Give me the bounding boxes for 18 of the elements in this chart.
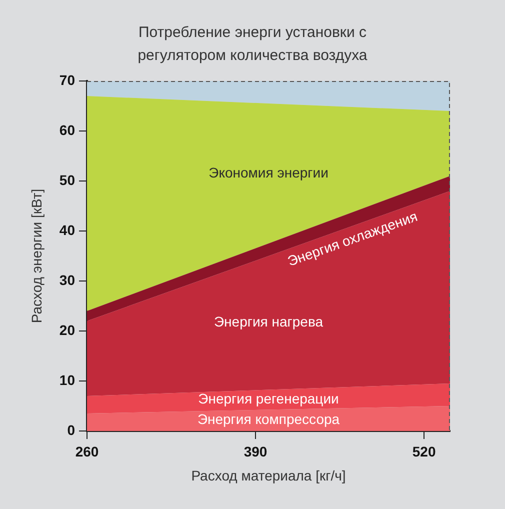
y-tick-label: 50 (59, 172, 76, 188)
series-label: Энергия регенерации (198, 390, 339, 407)
y-tick-label: 20 (59, 322, 76, 338)
x-axis-title: Расход материала [кг/ч] (191, 467, 346, 484)
y-tick-label: 10 (59, 372, 76, 388)
y-axis-title: Расход энергии [кВт] (28, 188, 44, 324)
series-label: Энергия компрессора (197, 411, 340, 428)
series-label: Энергия нагрева (214, 314, 324, 330)
y-tick-label: 40 (59, 222, 76, 238)
x-tick-label: 260 (75, 443, 99, 460)
y-tick-label: 0 (67, 422, 76, 438)
y-tick-label: 60 (59, 122, 76, 138)
x-tick-label: 390 (244, 443, 268, 460)
x-tick-label: 520 (412, 443, 436, 460)
chart-title: Потребление энерги установки с регулятором количества воздуха (136, 23, 368, 66)
y-tick-label: 70 (59, 72, 76, 88)
y-tick-label: 30 (59, 272, 76, 288)
series-label: Экономия энергии (208, 164, 328, 180)
